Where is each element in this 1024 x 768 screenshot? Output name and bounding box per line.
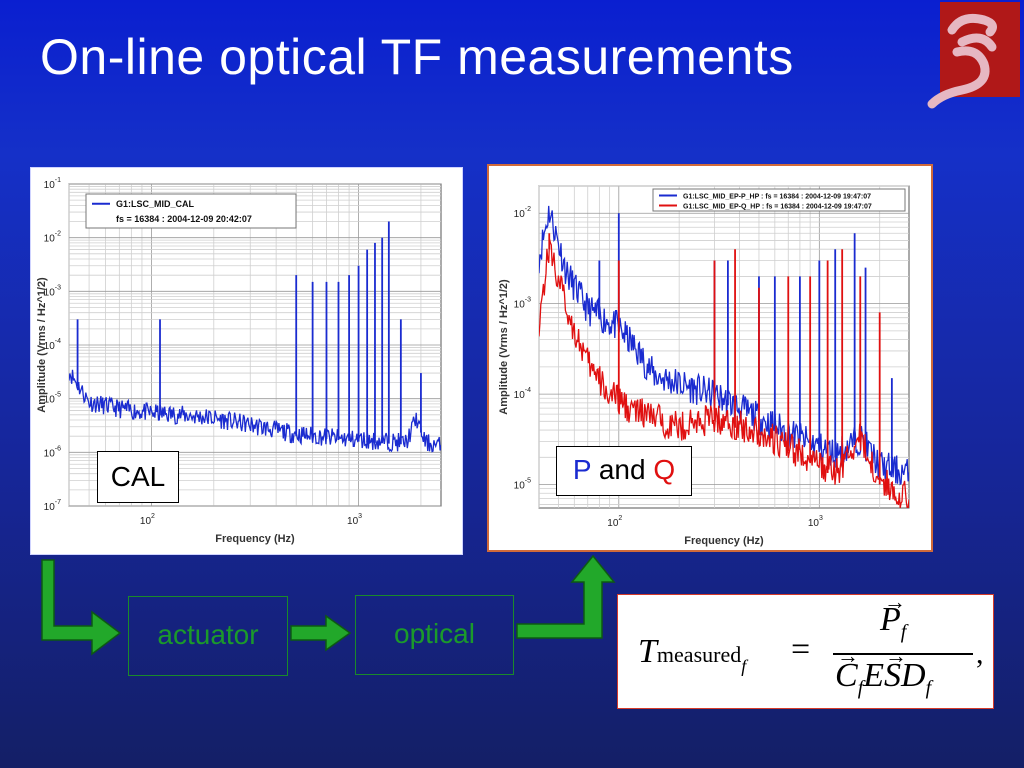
legend-entry: G1:LSC_MID_CAL — [116, 199, 195, 209]
formula-comma: , — [976, 637, 984, 670]
formula-c-sub: f — [857, 677, 864, 699]
y-axis-label: Amplitude (Vrms / Hz^1/2) — [36, 277, 48, 413]
transfer-function-formula: Tmeasuredf = → Pf → CfE → SDf , — [617, 589, 994, 709]
legend-entry: fs = 16384 : 2004-12-09 20:42:07 — [116, 214, 252, 224]
actuator-to-optical-arrow-icon — [290, 614, 352, 652]
formula-lhs-subsub: f — [741, 656, 747, 676]
optical-box: optical — [355, 595, 514, 675]
stylized-xi-logo-icon — [927, 2, 1020, 109]
legend-entry: G1:LSC_MID_EP-P_HP : fs = 16384 : 2004-1… — [683, 194, 871, 201]
series-line — [539, 205, 909, 486]
vector-arrow-icon: → — [837, 643, 859, 668]
formula-d: D — [901, 657, 926, 694]
formula-lhs: Tmeasuredf — [638, 633, 746, 677]
cal-to-actuator-arrow-icon — [41, 559, 122, 656]
vector-arrow-icon: → — [884, 589, 906, 614]
optical-to-pq-arrow-icon — [516, 554, 616, 639]
x-axis-label: Frequency (Hz) — [684, 535, 764, 547]
vector-arrow-icon: → — [885, 643, 908, 668]
cal-label: CAL — [110, 461, 166, 492]
x-axis-label: Frequency (Hz) — [215, 533, 295, 545]
optical-label: optical — [394, 618, 475, 649]
formula-p: → P — [880, 589, 906, 638]
legend-box — [652, 188, 906, 212]
y-axis-label: Amplitude (Vrms / Hz^1/2) — [498, 279, 510, 415]
p-label: P — [572, 454, 592, 485]
formula-numerator-sub: f — [900, 621, 907, 643]
formula-equals: = — [791, 631, 811, 668]
formula-e: E — [863, 657, 885, 694]
and-label: and — [591, 454, 654, 485]
formula-s: → S — [884, 643, 908, 694]
formula-lhs-sub: measured — [656, 642, 742, 667]
actuator-box: actuator — [128, 596, 288, 676]
p-and-q-label-box: P and Q — [556, 446, 692, 496]
fraction-bar — [833, 653, 973, 655]
actuator-label: actuator — [157, 619, 259, 650]
series-line — [539, 239, 909, 508]
formula-t: T — [638, 633, 657, 670]
series-line — [69, 369, 441, 453]
legend-entry: G1:LSC_MID_EP-Q_HP : fs = 16384 : 2004-1… — [683, 204, 872, 211]
legend-box — [85, 193, 297, 229]
formula-denominator: → CfE → SDf — [835, 643, 932, 700]
q-label: Q — [653, 454, 676, 485]
slide-title: On-line optical TF measurements — [40, 29, 794, 85]
formula-numerator: → Pf — [880, 589, 907, 644]
formula-d-sub: f — [925, 677, 932, 699]
cal-label-box: CAL — [97, 451, 179, 503]
formula-c: → C — [835, 643, 859, 694]
